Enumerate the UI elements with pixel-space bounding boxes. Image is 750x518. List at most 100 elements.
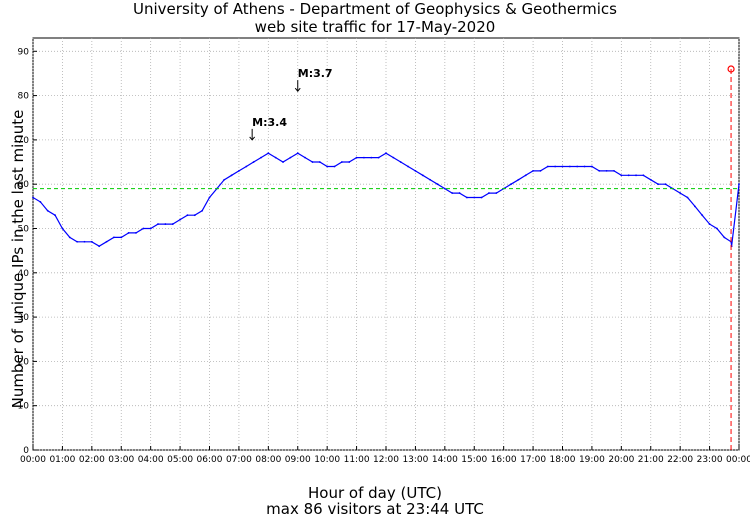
y-tick-label: 0 [23,446,29,456]
traffic-series-line [32,152,740,247]
traffic-data-point [421,174,424,177]
traffic-data-point [304,156,307,159]
y-tick-label: 70 [18,136,30,146]
traffic-data-point [708,223,711,225]
traffic-data-point [532,170,534,172]
traffic-data-point [598,170,601,172]
x-tick-label: 09:00 [285,455,311,465]
traffic-data-point [576,165,579,168]
x-tick-label: 18:00 [550,455,576,465]
earthquake-annotation-arrowhead [294,87,301,92]
traffic-data-point [260,156,262,159]
x-tick-label: 20:00 [608,455,634,465]
traffic-data-point [230,174,233,177]
y-tick-label: 30 [18,313,30,323]
grid [32,38,740,451]
x-tick-label: 01:00 [49,455,75,465]
traffic-data-point [83,240,86,243]
traffic-data-point [451,192,454,194]
traffic-data-point [142,227,145,230]
traffic-data-point [252,161,255,163]
x-tick-label: 00:00 [20,455,46,465]
x-tick-label: 10:00 [314,455,340,465]
series-lines [32,152,740,248]
x-tick-label: 04:00 [138,455,164,465]
traffic-data-point [495,192,498,194]
traffic-data-point [693,205,696,208]
traffic-data-point [186,214,189,217]
traffic-data-point [554,165,557,168]
traffic-data-point [613,170,615,172]
traffic-data-point [46,209,49,212]
traffic-data-point [738,183,740,186]
chart-title: University of Athens - Department of Geo… [133,0,617,18]
traffic-data-point [348,161,351,163]
traffic-data-point [635,174,637,177]
x-tick-label: 12:00 [373,455,399,465]
traffic-data-point [171,223,174,225]
traffic-data-point [385,152,387,155]
traffic-data-point [296,152,299,155]
y-tick-label: 60 [18,180,30,190]
traffic-data-point [664,183,667,186]
traffic-data-point [98,245,101,248]
traffic-data-point [311,161,314,163]
traffic-data-point [458,192,461,194]
traffic-data-point [179,218,181,221]
traffic-data-point [568,165,571,168]
traffic-data-point [164,223,167,225]
traffic-data-point [193,214,196,217]
traffic-data-point [443,187,446,190]
x-tick-label: 11:00 [344,455,370,465]
traffic-data-point [340,161,343,163]
traffic-data-point [32,196,34,199]
traffic-data-point [245,165,248,168]
traffic-data-point [392,156,395,159]
x-tick-label: 16:00 [491,455,517,465]
traffic-data-point [480,196,483,199]
traffic-data-point [149,227,152,230]
traffic-data-point [701,214,704,217]
y-tick-label: 90 [18,47,30,57]
traffic-data-point [627,174,630,177]
max-marker-point [727,65,735,73]
x-tick-label: 15:00 [461,455,487,465]
x-tick-label: 07:00 [226,455,252,465]
chart-subtitle: web site traffic for 17-May-2020 [254,18,496,36]
traffic-data-point [54,214,56,217]
x-tick-label: 00:00 [726,455,750,465]
traffic-data-point [429,178,432,181]
traffic-data-point [649,178,652,181]
earthquake-annotation-label: M:3.7 [298,67,333,80]
x-tick-label: 02:00 [79,455,105,465]
traffic-data-point [68,236,71,239]
traffic-data-point [274,156,277,159]
traffic-data-point [657,183,660,186]
traffic-data-point [465,196,468,199]
traffic-data-point [223,178,226,181]
traffic-data-point [282,161,284,163]
y-axis-label: Number of unique IPs in the last minute [9,109,27,409]
x-tick-label: 19:00 [579,455,605,465]
x-axis-label: Hour of day (UTC) [308,484,442,502]
traffic-data-point [238,170,240,172]
traffic-data-point [561,165,564,168]
x-tick-label: 06:00 [197,455,223,465]
traffic-data-point [61,227,64,230]
y-tick-label: 50 [18,224,30,234]
traffic-data-point [39,201,42,203]
traffic-data-point [326,165,329,168]
traffic-data-point [157,223,159,225]
traffic-data-point [679,192,682,194]
y-tick-label: 10 [18,402,30,412]
traffic-data-point [620,174,623,177]
traffic-data-point [473,196,476,199]
traffic-data-point [407,165,409,168]
annotations: M:3.4 M:3.7 [249,65,735,450]
traffic-data-point [716,227,718,230]
traffic-data-point [591,165,593,168]
y-tick-label: 80 [18,92,30,102]
traffic-data-point [355,156,358,159]
x-tick-label: 03:00 [108,455,134,465]
